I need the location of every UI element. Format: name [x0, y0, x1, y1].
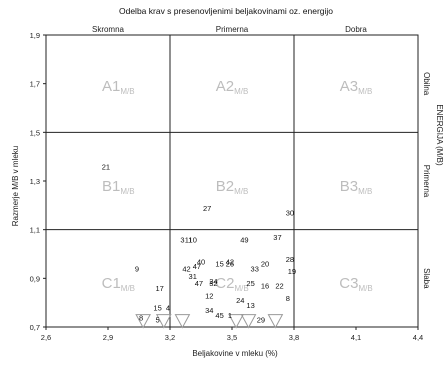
data-point-label: 15: [215, 260, 223, 269]
zone-label: B1M/B: [102, 178, 135, 196]
data-point-label: 30: [286, 209, 294, 218]
triangle-marker: [174, 314, 191, 329]
data-point-label: 47: [193, 262, 201, 271]
data-point-label: 45: [215, 311, 223, 320]
data-point-label: 11: [185, 235, 193, 244]
y-axis-label: Razmerje M/B v mleku: [11, 146, 20, 226]
triangle-marker: [155, 314, 172, 329]
data-point-label: 9: [135, 265, 139, 274]
zone-label: A3M/B: [340, 78, 373, 96]
data-point-label: 4: [166, 304, 170, 313]
data-point-label: 12: [205, 291, 213, 300]
row-label: Primerna: [422, 165, 431, 198]
data-point-label: 34: [205, 306, 213, 315]
data-point-label: 42: [182, 265, 190, 274]
triangle-marker: [240, 314, 257, 329]
column-label: Dobra: [345, 25, 367, 34]
zone-label: A2M/B: [216, 78, 249, 96]
data-point-label: 8: [139, 313, 143, 322]
data-point-label: 5: [156, 316, 160, 325]
data-point-label: 22: [275, 282, 283, 291]
triangle-marker: [135, 314, 151, 329]
y-tick-label: 1,9: [30, 31, 40, 40]
data-point-label: 16: [261, 282, 269, 291]
column-label: Primerna: [216, 25, 249, 34]
data-point-label: 8: [286, 294, 290, 303]
data-point-label: 19: [288, 267, 296, 276]
triangle-marker: [228, 314, 244, 329]
zone-label: C3M/B: [339, 275, 372, 293]
chart-title: Odelba krav s presenovljenimi beljakovin…: [119, 6, 333, 16]
x-tick-label: 4,4: [413, 333, 423, 342]
data-point-label: 10: [189, 235, 197, 244]
zone-label: A1M/B: [102, 78, 135, 96]
y-tick-label: 1,7: [30, 80, 40, 89]
y-tick-label: 0,7: [30, 323, 40, 332]
y-tick-label: 0,9: [30, 274, 40, 283]
row-label: Slaba: [422, 268, 431, 289]
data-point-label: 37: [273, 233, 281, 242]
x-axis-label: Beljakovine v mleku (%): [192, 349, 278, 358]
row-label: Obilna: [422, 72, 431, 96]
data-point-label: 32: [209, 279, 217, 288]
data-point-label: 1: [228, 311, 232, 320]
x-tick-label: 3,2: [165, 333, 175, 342]
data-point-label: 28: [286, 255, 294, 264]
plot-area: 2,6 2,9 3,2 3,5 3,8 4,1 4,4 1,9 1,7 1,5 1,3 1,1 0,9 0…: [30, 25, 431, 342]
y-tick-label: 1,1: [30, 226, 40, 235]
x-tick-label: 2,6: [41, 333, 51, 342]
data-point-label: 13: [246, 301, 254, 310]
data-point-label: 40: [197, 257, 205, 266]
data-point-label: 25: [246, 279, 254, 288]
data-point-label: 33: [251, 265, 259, 274]
right-axis-title: ENERGIJA (M/B): [435, 104, 444, 166]
data-point-label: 47: [195, 279, 203, 288]
data-point-label: 31: [189, 272, 197, 281]
x-tick-label: 2,9: [103, 333, 113, 342]
data-point-label: 15: [153, 304, 161, 313]
x-tick-label: 4,1: [351, 333, 361, 342]
data-point-label: 26: [226, 260, 234, 269]
data-point-label: 17: [155, 284, 163, 293]
data-point-label: 49: [240, 235, 248, 244]
data-point-label: 24: [236, 296, 244, 305]
triangle-marker: [267, 314, 284, 329]
data-point-label: 3: [180, 235, 184, 244]
data-point-label: 20: [261, 260, 269, 269]
y-tick-label: 1,5: [30, 128, 40, 137]
data-point-label: 42: [226, 257, 234, 266]
zone-label: C2M/B: [215, 275, 248, 293]
zone-label: B3M/B: [340, 178, 373, 196]
zone-label: B2M/B: [216, 178, 249, 196]
data-point-label: 21: [102, 162, 110, 171]
data-point-label: 24: [209, 277, 217, 286]
data-point-label: 29: [257, 316, 265, 325]
zone-label: C1M/B: [102, 275, 135, 293]
y-tick-label: 1,3: [30, 177, 40, 186]
x-tick-label: 3,8: [289, 333, 299, 342]
x-tick-label: 3,5: [227, 333, 237, 342]
column-label: Skromna: [92, 25, 125, 34]
data-point-label: 27: [203, 204, 211, 213]
